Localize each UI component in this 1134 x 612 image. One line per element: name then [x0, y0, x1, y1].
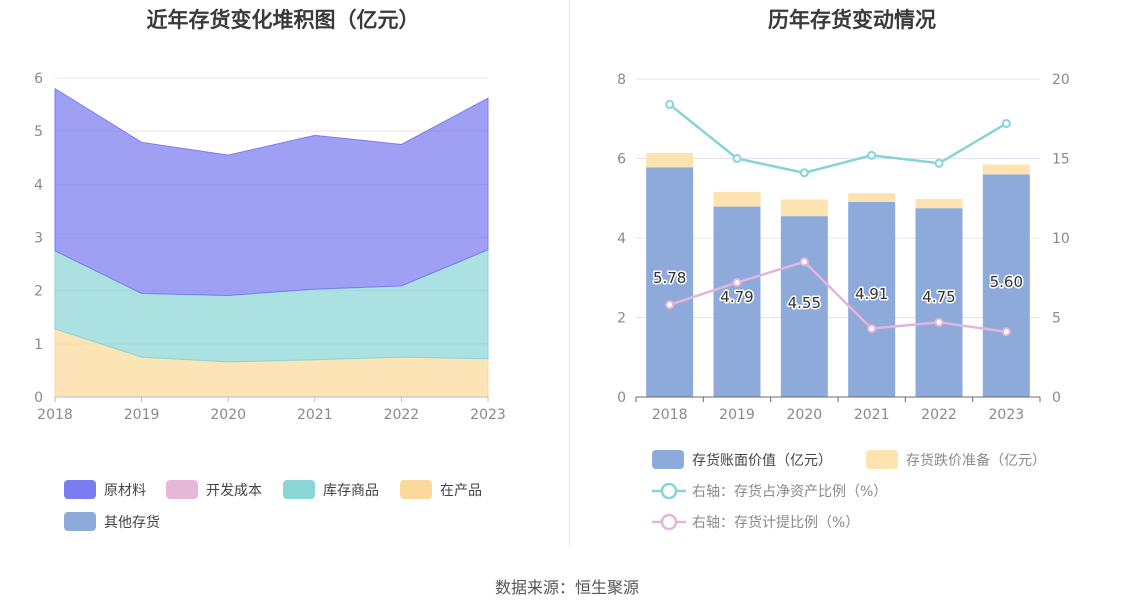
bar-x-tick-label: 2018 [652, 407, 688, 423]
bar-book-value [915, 208, 963, 397]
area-y-tick-label: 5 [34, 124, 43, 140]
line-provision-ratio [669, 260, 1007, 334]
legend-swatch-0 [64, 480, 96, 499]
legend-swatch-4 [64, 512, 96, 531]
point-inventory-ratio [732, 154, 742, 163]
bar-value-label: 5.78 [653, 269, 686, 287]
area-x-tick-label: 2019 [124, 407, 160, 423]
legend-line-marker [660, 513, 678, 531]
bar-book-value [780, 216, 828, 397]
point-inventory-ratio [867, 150, 877, 160]
point-provision-ratio [1001, 327, 1011, 337]
area-series-4 [54, 87, 489, 296]
area-y-tick-label: 0 [34, 390, 43, 406]
legend-label: 右轴：存货占净资产比例（%） [692, 483, 887, 500]
bar-impairment [713, 191, 761, 207]
bar-y2-tick-label: 15 [1052, 152, 1070, 168]
area-x-tick-label: 2021 [297, 407, 333, 423]
legend-swatch-3 [400, 480, 432, 499]
point-provision-ratio [799, 257, 809, 267]
point-inventory-ratio [1001, 119, 1011, 129]
bar-impairment [982, 164, 1030, 175]
legend-swatch-impairment [866, 450, 898, 469]
bar-book-value [713, 206, 761, 397]
point-inventory-ratio [934, 158, 944, 168]
area-y-tick-label: 1 [34, 337, 43, 353]
legend-line-marker [660, 482, 678, 500]
area-y-tick-label: 3 [34, 231, 43, 247]
bar-chart-title: 历年存货变动情况 [768, 8, 936, 32]
bar-x-tick-label: 2022 [921, 407, 957, 423]
area-y-tick-label: 2 [34, 284, 43, 300]
area-x-tick-label: 2018 [37, 407, 73, 423]
legend-swatch-1 [166, 480, 198, 499]
area-x-tick-label: 2023 [470, 407, 506, 423]
bar-value-label: 4.91 [855, 285, 888, 303]
bar-x-tick-label: 2023 [989, 407, 1025, 423]
bar-book-value [848, 201, 896, 397]
bar-x-tick-label: 2021 [854, 407, 890, 423]
legend-label: 库存商品 [323, 483, 379, 499]
bar-book-value [982, 174, 1030, 397]
bar-y2-tick-label: 0 [1052, 390, 1061, 406]
bar-y-tick-label: 8 [617, 72, 626, 88]
legend-label: 开发成本 [206, 483, 262, 499]
bar-value-label: 5.60 [990, 273, 1023, 291]
bar-y-tick-label: 4 [617, 231, 626, 247]
legend-label: 在产品 [440, 483, 482, 499]
point-provision-ratio [867, 324, 877, 334]
bar-impairment [646, 152, 694, 168]
point-provision-ratio [732, 278, 742, 288]
bar-value-label: 4.75 [922, 288, 955, 306]
chart-divider [569, 0, 570, 545]
line-inventory-ratio [668, 103, 1007, 175]
legend-label: 存货跌价准备（亿元） [906, 452, 1046, 469]
legend-swatch-2 [283, 480, 315, 499]
area-y-tick-label: 6 [34, 71, 43, 87]
bar-book-value [646, 167, 694, 397]
legend-label: 存货账面价值（亿元） [692, 452, 832, 469]
legend-label: 其他存货 [104, 514, 160, 531]
bar-y-tick-label: 2 [617, 311, 626, 327]
legend-swatch-book [652, 450, 684, 469]
bar-x-tick-label: 2019 [719, 407, 755, 423]
bar-impairment [848, 193, 896, 202]
bar-value-label: 4.55 [788, 294, 821, 312]
bar-impairment [780, 199, 828, 217]
bar-y2-tick-label: 10 [1052, 231, 1070, 247]
area-x-tick-label: 2022 [384, 407, 420, 423]
point-provision-ratio [934, 317, 944, 327]
bar-value-label: 4.79 [720, 288, 753, 306]
point-inventory-ratio [665, 99, 675, 109]
data-source: 数据来源：恒生聚源 [494, 578, 639, 597]
point-provision-ratio [665, 300, 675, 310]
bar-y2-tick-label: 5 [1052, 311, 1061, 327]
bar-y-tick-label: 0 [617, 390, 626, 406]
area-y-tick-label: 4 [34, 177, 43, 193]
legend-label: 原材料 [104, 483, 146, 499]
area-x-tick-label: 2020 [210, 407, 246, 423]
bar-impairment [915, 199, 963, 209]
point-inventory-ratio [799, 168, 809, 178]
bar-y-tick-label: 6 [617, 152, 626, 168]
bar-x-tick-label: 2020 [787, 407, 823, 423]
legend-label: 右轴：存货计提比例（%） [692, 514, 859, 531]
bar-y2-tick-label: 20 [1052, 72, 1070, 88]
area-chart-title: 近年存货变化堆积图（亿元） [146, 8, 420, 32]
